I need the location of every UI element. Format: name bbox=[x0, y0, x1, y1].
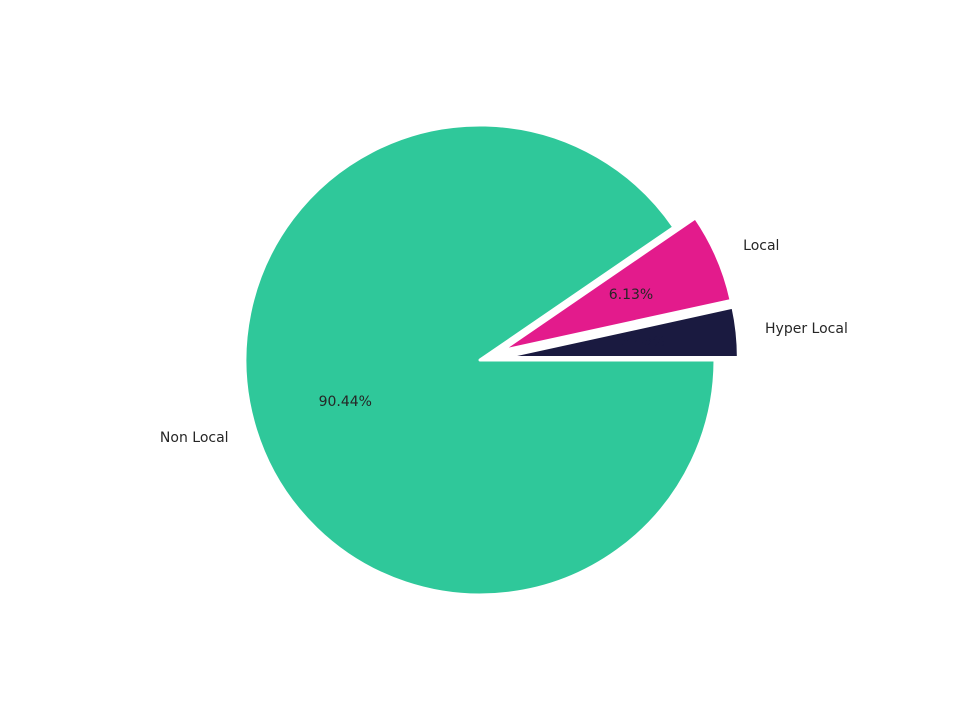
pie-chart: 3.43%Hyper Local6.13%Local90.44%Non Loca… bbox=[0, 0, 960, 720]
pie-slice bbox=[245, 125, 715, 595]
pie-svg bbox=[0, 0, 960, 720]
